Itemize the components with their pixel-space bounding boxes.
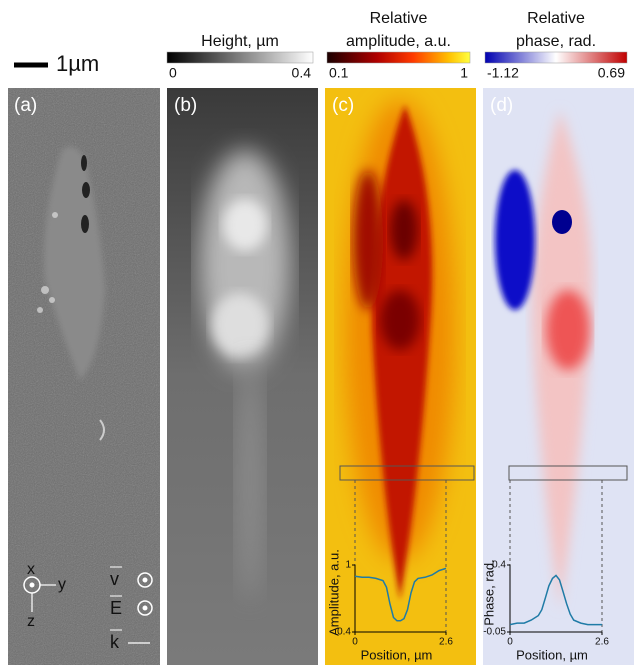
inset-line <box>354 567 447 622</box>
colorbar-min: 0 <box>169 65 177 81</box>
y-tick-label: 0.4 <box>492 560 506 571</box>
colorbar <box>166 51 314 64</box>
orientation-symbols <box>23 566 153 644</box>
axis-symbol: x <box>27 561 35 578</box>
scale-bar-label: 1µm <box>56 51 99 76</box>
y-axis-label: Phase, rad. <box>481 559 496 626</box>
panel-d-image <box>483 88 634 665</box>
panel-label: (d) <box>490 95 513 116</box>
inset-region <box>508 465 628 481</box>
orientation-text: x y z v E k <box>27 561 122 652</box>
panel-label: (a) <box>14 95 37 116</box>
colorbar <box>326 51 471 64</box>
axis-symbol: k <box>110 632 120 652</box>
colorbar-max: 0.69 <box>598 65 625 81</box>
x-tick-label: 0 <box>507 637 513 648</box>
panel-label: (c) <box>332 95 354 116</box>
colorbar-max: 1 <box>460 65 468 81</box>
colorbar-title: phase, rad. <box>516 33 596 50</box>
colorbar-title: amplitude, a.u. <box>346 33 451 50</box>
x-tick-label: 2.6 <box>439 637 453 648</box>
inset-region <box>339 465 475 481</box>
axis-symbol: v <box>110 569 119 589</box>
axis-symbol: E <box>110 598 122 618</box>
x-axis-label: Position, µm <box>361 647 433 662</box>
panel-c-image <box>325 88 476 665</box>
colorbar-min: -1.12 <box>487 65 519 81</box>
colorbar <box>484 51 628 64</box>
panel-a-image <box>8 88 160 665</box>
axis-symbol: y <box>58 576 66 593</box>
x-axis-label: Position, µm <box>516 647 588 662</box>
colorbar-title: Height, µm <box>201 33 279 50</box>
y-tick-label: -0.05 <box>483 627 506 638</box>
colorbar-title: Relative <box>370 10 428 27</box>
y-axis-label: Amplitude, a.u. <box>326 549 341 636</box>
inset-line <box>509 574 602 626</box>
colorbar-title: Relative <box>527 10 585 27</box>
axis-symbol: z <box>27 613 35 630</box>
x-tick-label: 2.6 <box>595 637 609 648</box>
y-tick-label: 0.4 <box>337 627 351 638</box>
x-tick-label: 0 <box>352 637 358 648</box>
colorbar-min: 0.1 <box>329 65 349 81</box>
colorbar-max: 0.4 <box>292 65 312 81</box>
y-tick-label: 1 <box>345 560 351 571</box>
panel-b-image <box>167 88 318 665</box>
panel-label: (b) <box>174 95 197 116</box>
